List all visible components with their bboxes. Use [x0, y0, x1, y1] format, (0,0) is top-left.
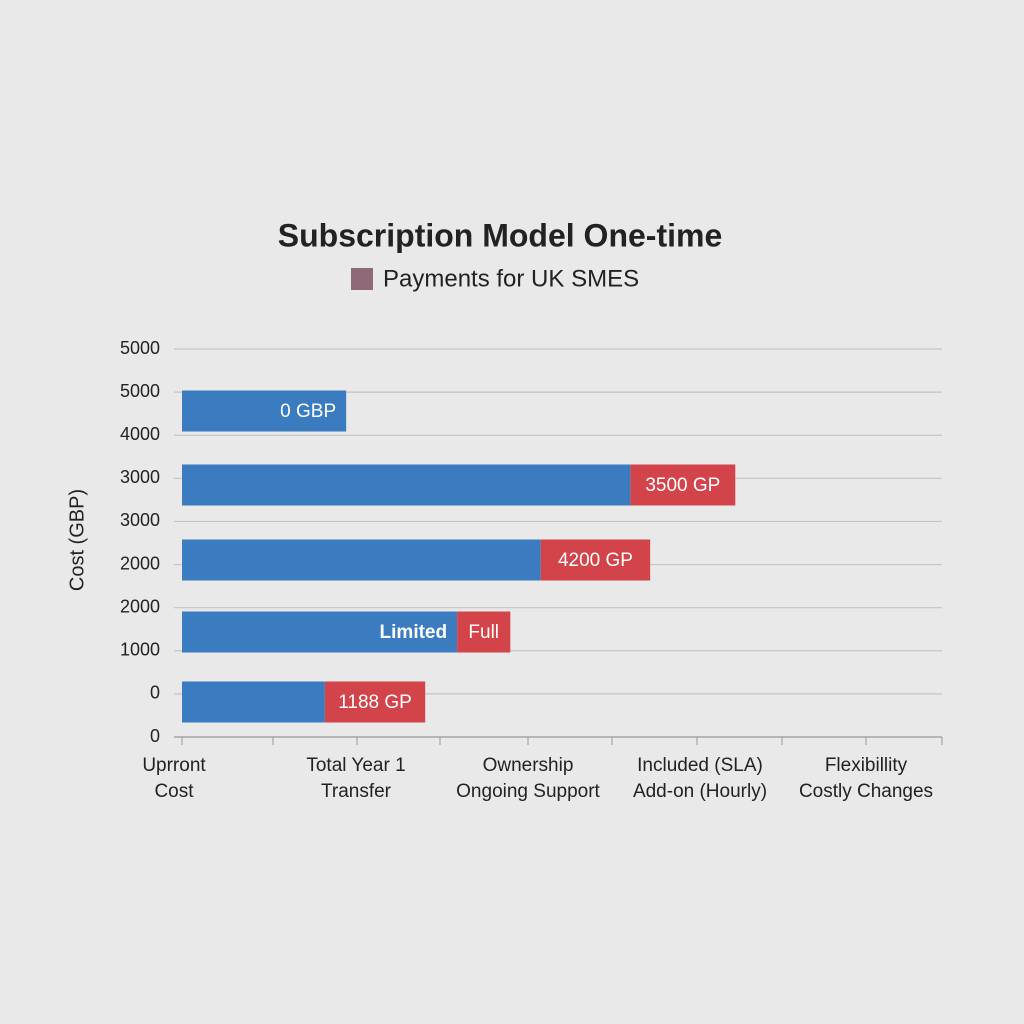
x-label: Ownership Ongoing Support — [456, 755, 600, 802]
bar-segment — [457, 611, 511, 653]
bar-segment — [324, 681, 426, 723]
chart-title: Subscription Model One-time — [278, 217, 722, 253]
bar-segment — [182, 390, 347, 432]
y-tick-label: 2000 — [120, 553, 160, 573]
bar-segment — [540, 539, 651, 581]
bar-segment — [182, 611, 458, 653]
y-tick-label: 5000 — [120, 381, 160, 401]
y-axis-label: Cost (GBP) — [66, 489, 88, 591]
bar-segment — [182, 681, 325, 723]
y-tick-label: 0 — [150, 683, 160, 703]
legend-label: Payments for UK SMES — [383, 265, 639, 292]
y-tick-label: 3000 — [120, 467, 160, 487]
x-label: Uprront Cost — [142, 755, 206, 802]
legend-swatch — [351, 268, 373, 290]
bar-segment — [182, 464, 631, 506]
x-label: Total Year 1 Transfer — [306, 755, 405, 802]
x-label: Included (SLA) Add-on (Hourly) — [633, 755, 767, 802]
y-tick-label: 5000 — [120, 338, 160, 358]
y-tick-label: 2000 — [120, 596, 160, 616]
bar-label: 1188 GP — [338, 692, 412, 713]
y-tick-label: 3000 — [120, 510, 160, 530]
bar-label: 3500 GP — [645, 475, 720, 496]
x-label: Flexibillity Costly Changes — [799, 755, 933, 802]
y-tick-label: 4000 — [120, 424, 160, 444]
y-tick-label: 0 — [150, 726, 160, 746]
bar-label: 0 GBP — [280, 401, 336, 422]
bar-segment — [182, 539, 541, 581]
bar-label: Full — [468, 622, 499, 643]
bar-label: 4200 GP — [558, 550, 633, 571]
y-tick-label: 1000 — [120, 640, 160, 660]
bar-label: Limited — [380, 622, 448, 643]
bar-segment — [630, 464, 736, 506]
